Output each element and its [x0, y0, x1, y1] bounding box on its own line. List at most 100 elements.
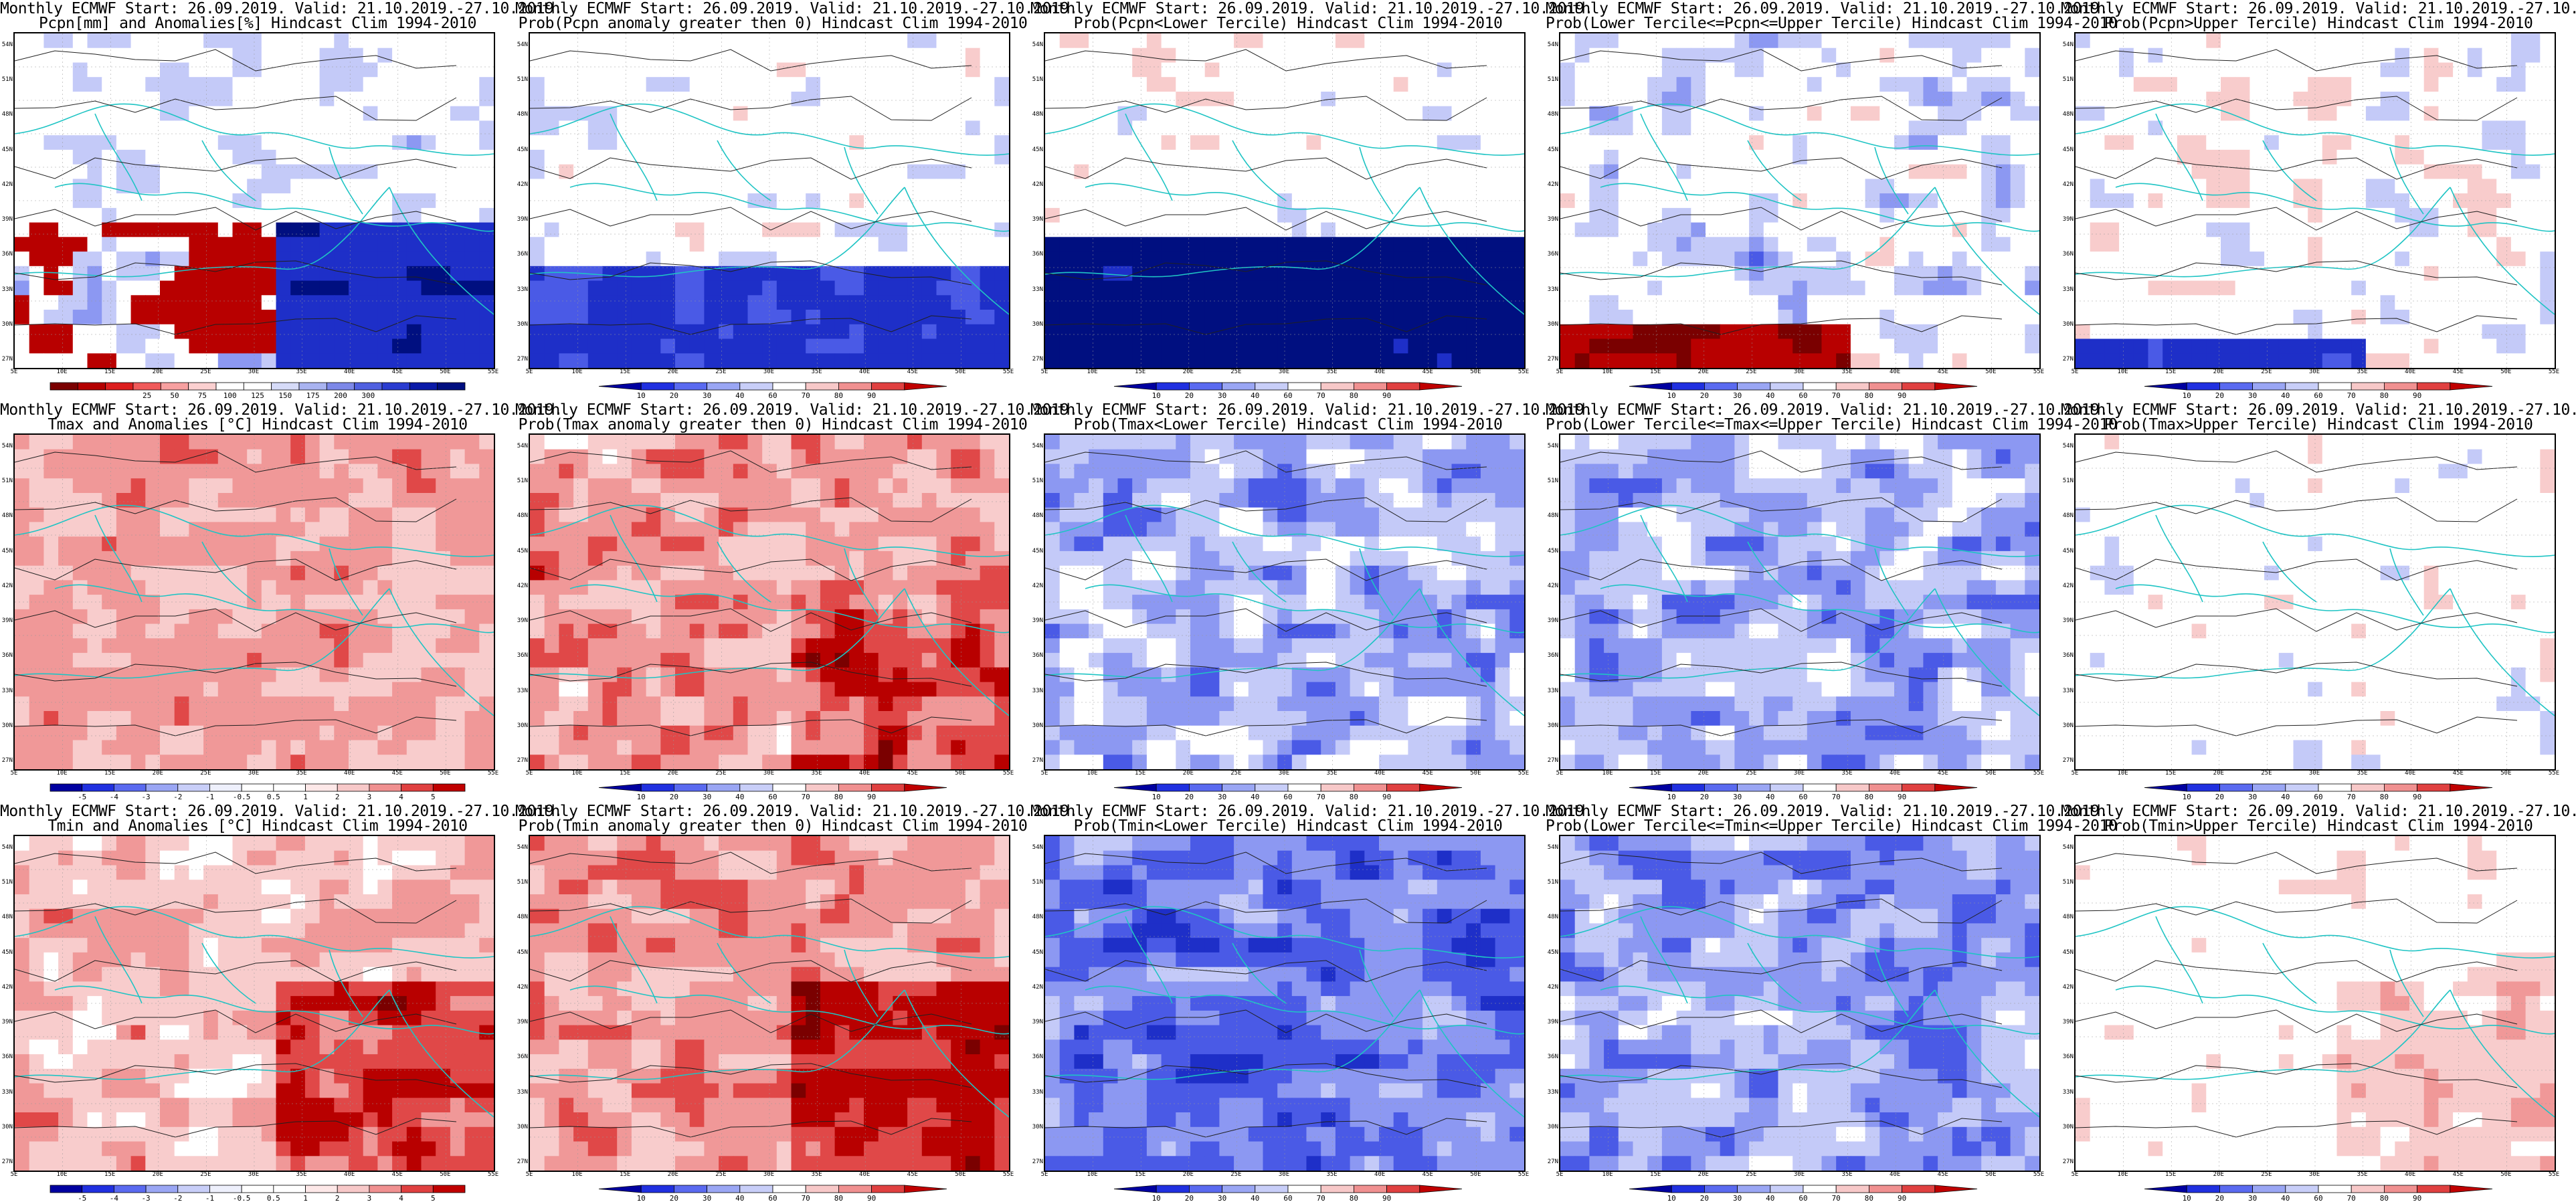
colorbar-swatch	[640, 783, 674, 792]
lon-tick-label: 10E	[56, 1171, 68, 1178]
lat-tick-label: 48N	[1032, 512, 1043, 520]
colorbar-swatch	[1770, 382, 1804, 391]
map-panel: Monthly ECMWF Start: 26.09.2019. Valid: …	[0, 401, 563, 803]
colorbar-swatch	[1868, 783, 1902, 792]
colorbar-swatch	[1934, 1185, 1978, 1193]
colorbar-swatch	[1320, 1185, 1354, 1193]
colorbar-label: 40	[1251, 1194, 1260, 1203]
colorbar-swatch	[739, 1185, 773, 1193]
colorbar-label: 80	[834, 391, 844, 400]
colorbar-label: 10	[1152, 391, 1161, 400]
lat-tick-label: 42N	[517, 582, 528, 589]
colorbar-label: 80	[2379, 391, 2389, 400]
lat-tick-label: 42N	[2062, 582, 2074, 589]
colorbar-swatch	[1835, 382, 1869, 391]
colorbar-swatch	[354, 382, 383, 391]
lon-tick-label: 20E	[667, 369, 678, 375]
lon-tick-label: 25E	[1230, 1171, 1242, 1178]
colorbar-swatch	[2219, 382, 2253, 391]
lat-tick-label: 42N	[2062, 983, 2074, 991]
lat-tick-label: 36N	[2062, 652, 2074, 660]
colorbar-label: 90	[2412, 793, 2422, 801]
lon-tick-label: 25E	[2261, 1171, 2272, 1178]
lat-tick-label: 30N	[1547, 722, 1558, 729]
map-field-svg	[1560, 33, 2039, 368]
lat-tick-label: 39N	[2062, 1019, 2074, 1026]
colorbar-swatch	[113, 1185, 147, 1193]
lon-tick-label: 35E	[1841, 369, 1853, 375]
lat-tick-label: 48N	[2062, 914, 2074, 921]
lat-tick-label: 39N	[2062, 617, 2074, 625]
colorbar-label: 4	[399, 793, 403, 801]
lon-tick-label: 20E	[1697, 770, 1709, 777]
map-field-svg	[1045, 33, 1524, 368]
lat-tick-label: 30N	[1, 722, 13, 729]
lon-tick-label: 35E	[1326, 369, 1338, 375]
colorbar-swatch	[1113, 783, 1157, 792]
colorbar-swatch	[1671, 382, 1705, 391]
colorbar	[1113, 382, 1463, 391]
panel-title-line1: Monthly ECMWF Start: 26.09.2019. Valid: …	[1030, 0, 1593, 17]
lat-tick-label: 39N	[1547, 1019, 1558, 1026]
lon-tick-label: 15E	[1135, 770, 1146, 777]
panel-title-line2: Prob(Pcpn<Lower Tercile) Hindcast Clim 1…	[1073, 15, 1503, 32]
lat-tick-label: 36N	[517, 652, 528, 660]
colorbar-swatch	[241, 1185, 274, 1193]
colorbar-swatch	[305, 783, 338, 792]
lat-tick-label: 42N	[1547, 181, 1558, 188]
map-panel: Monthly ECMWF Start: 26.09.2019. Valid: …	[515, 401, 1078, 803]
colorbar-swatch	[432, 783, 466, 792]
panel-title-line2: Prob(Tmax>Upper Tercile) Hindcast Clim 1…	[2104, 416, 2533, 433]
colorbar-label: 70	[2347, 391, 2356, 400]
lon-tick-label: 10E	[2117, 369, 2128, 375]
colorbar-label: 60	[1799, 1194, 1808, 1203]
lon-tick-label: 50E	[1470, 770, 1481, 777]
map-field	[2074, 433, 2556, 771]
lat-tick-label: 27N	[1032, 757, 1043, 764]
colorbar-swatch	[1156, 783, 1190, 792]
colorbar-label: 60	[1799, 391, 1808, 400]
lon-tick-label: 25E	[1746, 770, 1757, 777]
colorbar-label: 60	[768, 1194, 777, 1203]
panel-title-line1: Monthly ECMWF Start: 26.09.2019. Valid: …	[515, 803, 1078, 820]
lat-tick-label: 33N	[1032, 1088, 1043, 1096]
colorbar-swatch	[1353, 783, 1387, 792]
lat-tick-label: 45N	[517, 948, 528, 956]
panel-title-line1: Monthly ECMWF Start: 26.09.2019. Valid: …	[1546, 803, 2108, 820]
map-field-svg	[530, 33, 1009, 368]
lon-tick-label: 25E	[715, 369, 727, 375]
colorbar-swatch	[1386, 382, 1420, 391]
lat-tick-label: 42N	[1, 181, 13, 188]
lon-tick-label: 45E	[391, 770, 403, 777]
colorbar	[598, 1185, 947, 1193]
colorbar-label: 125	[251, 391, 264, 400]
colorbar-label: 20	[1184, 793, 1194, 801]
colorbar-label: 2	[335, 793, 340, 801]
colorbar-swatches	[50, 382, 466, 391]
colorbar-label: 40	[1251, 793, 1260, 801]
map-field	[13, 32, 495, 369]
colorbar-swatch	[432, 1185, 466, 1193]
lat-tick-label: 45N	[1032, 948, 1043, 956]
lat-tick-label: 36N	[1547, 652, 1558, 660]
lat-tick-label: 36N	[517, 1054, 528, 1061]
colorbar-swatches	[2144, 382, 2493, 391]
colorbar-swatch	[82, 1185, 114, 1193]
colorbar-swatch	[2383, 382, 2417, 391]
colorbar-swatch	[50, 1185, 83, 1193]
colorbar-label: 40	[1766, 793, 1775, 801]
lat-tick-label: 36N	[517, 251, 528, 258]
colorbar-label: 90	[866, 391, 877, 400]
colorbar-label: 10	[2182, 391, 2191, 400]
panel-title-line2: Prob(Lower Tercile<=Pcpn<=Upper Tercile)…	[1546, 15, 2118, 32]
colorbar-label: 30	[1732, 1194, 1742, 1203]
lat-tick-label: 33N	[1547, 687, 1558, 694]
lat-tick-label: 33N	[1547, 1088, 1558, 1096]
colorbar-swatch	[177, 783, 210, 792]
panel-title-line2: Tmax and Anomalies [°C] Hindcast Clim 19…	[48, 416, 468, 433]
colorbar-label: 90	[1382, 1194, 1392, 1203]
map-panel: Monthly ECMWF Start: 26.09.2019. Valid: …	[2061, 0, 2576, 401]
colorbar-swatch	[50, 382, 78, 391]
colorbar-swatch	[1189, 382, 1223, 391]
lon-tick-label: 5E	[10, 770, 18, 777]
